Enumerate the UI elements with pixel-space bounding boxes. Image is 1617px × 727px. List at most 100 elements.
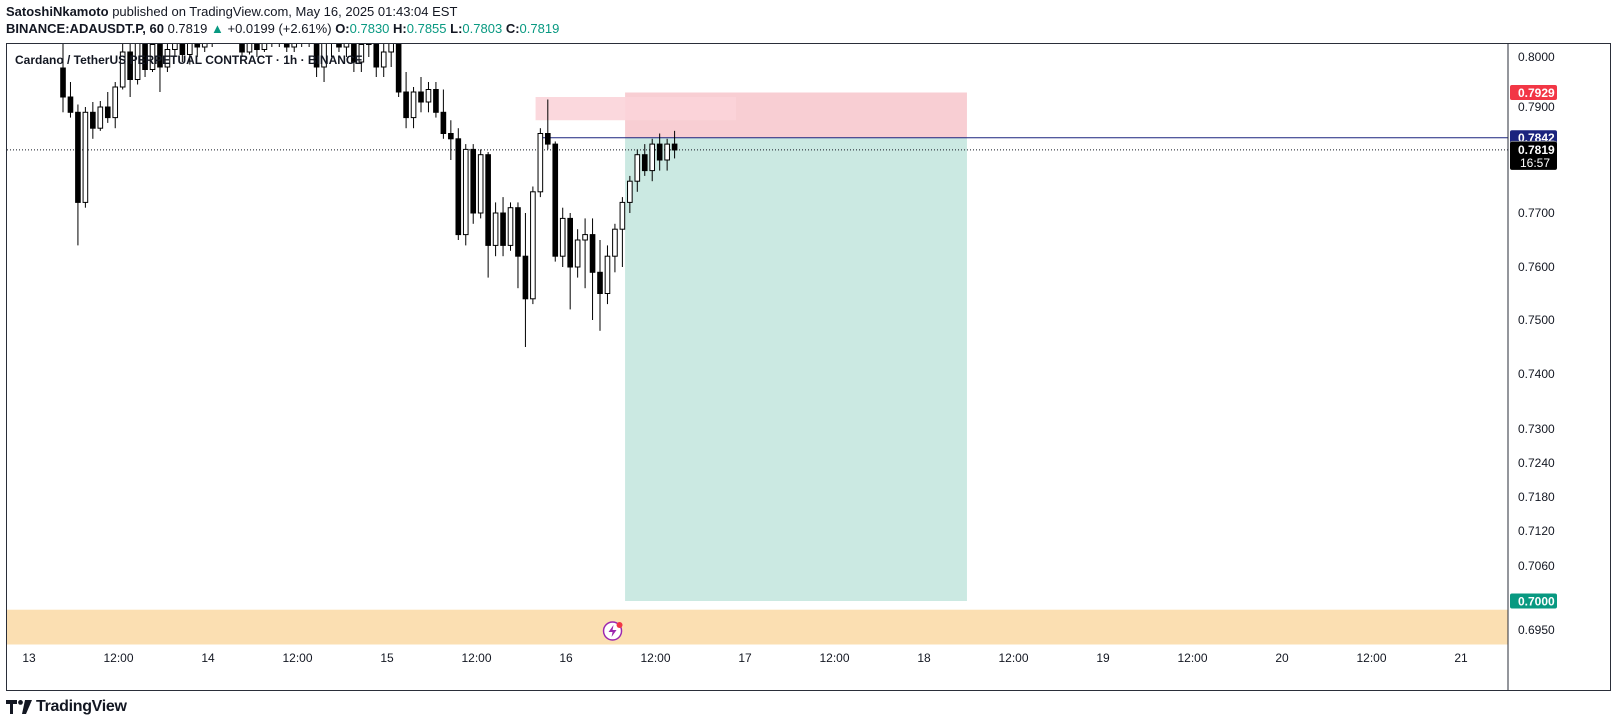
countdown-label: 16:57 [1520, 156, 1550, 170]
price-label-box [1510, 85, 1557, 100]
candle-body [104, 106, 111, 119]
candle-body [82, 111, 89, 203]
candle-body [90, 111, 96, 129]
candle-body [559, 217, 566, 257]
tradingview-brand: TradingView [36, 698, 127, 715]
chart-frame[interactable]: Cardano / TetherUS PERPETUAL CONTRACT · … [6, 43, 1611, 691]
x-tick-label: 12:00 [461, 651, 491, 665]
candle-body [492, 212, 499, 246]
candle-body [291, 44, 298, 48]
candle-body [365, 44, 372, 45]
candle-body [619, 201, 626, 230]
candle-body [75, 111, 81, 203]
lightning-icon [608, 625, 617, 637]
x-tick-label: 12:00 [640, 651, 670, 665]
candle-body [336, 44, 342, 48]
price-chart[interactable]: Cardano / TetherUS PERPETUAL CONTRACT · … [7, 44, 1610, 690]
candle-body [477, 154, 484, 214]
candle-body [358, 44, 365, 63]
candle-body [649, 143, 656, 172]
low-value: 0.7803 [462, 21, 503, 36]
x-tick-label: 19 [1096, 651, 1110, 665]
candle-body [470, 148, 477, 214]
candle-body [627, 180, 633, 203]
candle-body [567, 217, 573, 268]
open-label: O: [335, 21, 350, 36]
candle-body [60, 67, 66, 98]
candle-body [671, 143, 678, 151]
tradingview-footer: TradingView [6, 698, 127, 716]
author-name[interactable]: SatoshiNkamoto [6, 4, 109, 19]
symbol-name[interactable]: BINANCE:ADAUSDT.P, 60 [6, 21, 164, 36]
y-tick-label: 0.7500 [1518, 313, 1555, 327]
candle-body [186, 44, 193, 55]
candle-body [194, 44, 201, 48]
y-tick-label: 0.7400 [1518, 367, 1555, 381]
publication-line: SatoshiNkamoto published on TradingView.… [6, 4, 457, 19]
candle-body [67, 96, 74, 113]
y-tick-label: 0.7180 [1518, 490, 1555, 504]
y-tick-label: 0.6950 [1518, 623, 1555, 637]
y-tick-label: 0.7900 [1518, 100, 1555, 114]
candle-body [157, 44, 163, 68]
candle-body [343, 44, 350, 48]
candle-body [134, 44, 141, 80]
candle-body [433, 89, 439, 113]
y-tick-label: 0.7240 [1518, 456, 1555, 470]
x-tick-label: 15 [380, 651, 394, 665]
high-label: H: [393, 21, 407, 36]
candles-group [60, 44, 678, 347]
candle-body [530, 191, 536, 300]
price-change: +0.0199 (+2.61%) [227, 21, 332, 36]
x-tick-label: 12:00 [282, 651, 312, 665]
x-tick-label: 13 [22, 651, 36, 665]
candle-body [589, 234, 596, 273]
candle-body [261, 44, 268, 50]
candle-body [172, 44, 178, 50]
price-label-text: 0.7929 [1518, 86, 1555, 100]
take-profit-zone [625, 137, 967, 601]
candle-body [515, 207, 521, 257]
x-tick-label: 20 [1275, 651, 1289, 665]
price-label-box [1510, 141, 1557, 170]
candle-body [112, 86, 119, 119]
candle-body [507, 207, 514, 246]
candle-body [425, 89, 432, 103]
candle-body [127, 51, 133, 80]
candle-body [388, 44, 394, 53]
close-value: 0.7819 [519, 21, 560, 36]
x-tick-label: 16 [559, 651, 573, 665]
candle-body [448, 133, 454, 140]
x-tick-label: 14 [201, 651, 215, 665]
bottom-band-zone [7, 609, 1508, 645]
published-text: published on TradingView.com, May 16, 20… [108, 4, 458, 19]
candle-body [440, 111, 447, 135]
candle-body [582, 234, 588, 241]
candle-body [462, 148, 469, 236]
candle-body [597, 271, 603, 295]
y-tick-label: 0.7700 [1518, 206, 1555, 220]
change-arrow-icon: ▲ [210, 21, 224, 36]
x-tick-label: 17 [738, 651, 752, 665]
x-tick-label: 18 [917, 651, 931, 665]
last-price: 0.7819 [167, 21, 208, 36]
candle-body [544, 133, 551, 145]
candle-body [239, 44, 245, 53]
candle-body [500, 212, 506, 246]
candle-body [537, 133, 544, 193]
open-value: 0.7830 [349, 21, 390, 36]
candle-body [403, 91, 409, 119]
candle-body [283, 44, 290, 48]
candle-body [149, 44, 156, 70]
x-tick-label: 12:00 [819, 651, 849, 665]
candle-body [313, 44, 320, 68]
candle-body [418, 91, 424, 103]
y-tick-label: 0.7120 [1518, 524, 1555, 538]
candle-body [373, 44, 380, 68]
y-tick-label: 0.7600 [1518, 260, 1555, 274]
price-label-text: 0.7819 [1518, 143, 1555, 157]
y-tick-label: 0.8000 [1518, 50, 1555, 64]
candle-body [410, 91, 417, 119]
tradingview-logo-icon [6, 700, 32, 714]
candle-body [455, 138, 462, 236]
